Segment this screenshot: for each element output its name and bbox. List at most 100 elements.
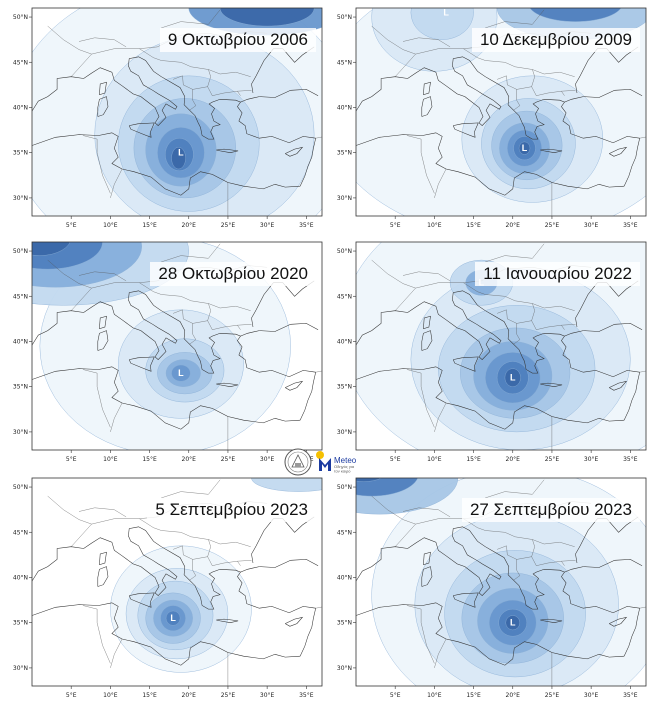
border-11 <box>402 271 451 282</box>
lat-tick-label: 30°N <box>13 429 28 436</box>
coastline-2 <box>299 608 316 657</box>
lat-tick-label: 50°N <box>337 484 352 491</box>
lon-tick-label: 30°E <box>584 456 599 463</box>
border-6 <box>463 518 535 560</box>
coastline-9 <box>259 559 319 568</box>
lon-tick-label: 15°E <box>466 692 481 699</box>
border-12 <box>161 243 221 263</box>
border-6 <box>463 282 535 324</box>
meteo-tagline-1: Οδηγός για <box>334 464 355 469</box>
lat-tick-label: 30°N <box>337 195 352 202</box>
coastline-2 <box>623 608 640 657</box>
coastline-9 <box>259 89 319 98</box>
coastline-2 <box>299 138 316 187</box>
lon-tick-label: 25°E <box>221 222 236 229</box>
border-1 <box>406 135 435 194</box>
border-2 <box>434 638 447 668</box>
coastline-6 <box>423 315 431 330</box>
lat-tick-label: 35°N <box>13 620 28 627</box>
map-frame <box>355 477 647 687</box>
border-8 <box>531 320 565 330</box>
border-2 <box>434 402 447 432</box>
low-pressure-label: L <box>443 8 449 18</box>
coastline-4 <box>452 122 479 138</box>
border-13 <box>315 370 322 373</box>
border-10 <box>561 324 576 326</box>
map-panel-1: 50°N 45°N 40°N 35°N 30°N 5°E 10°E 15°E 20°E 25°E 3… <box>6 6 326 239</box>
border-10 <box>561 90 576 92</box>
coastline-3 <box>356 56 640 143</box>
border-12 <box>485 9 545 29</box>
border-12 <box>485 479 545 499</box>
border-12 <box>161 9 221 29</box>
lon-tick-label: 25°E <box>221 456 236 463</box>
lon-tick-label: 10°E <box>427 456 442 463</box>
low-pressure-label: L <box>522 143 528 153</box>
lat-tick-label: 40°N <box>13 338 28 345</box>
contour-7 <box>165 610 181 626</box>
contour-10 <box>410 8 474 40</box>
lat-tick-label: 45°N <box>337 59 352 66</box>
coastline-4 <box>452 356 479 372</box>
lon-tick-label: 5°E <box>390 692 401 699</box>
coastline-1 <box>356 132 625 196</box>
map-panel-3: 50°N 45°N 40°N 35°N 30°N 5°E 10°E 15°E 20°E 25°E 3… <box>6 240 326 473</box>
lon-tick-label: 30°E <box>584 692 599 699</box>
lon-tick-label: 15°E <box>466 222 481 229</box>
lon-tick-label: 20°E <box>506 692 521 699</box>
map-frame <box>355 7 647 217</box>
border-1 <box>82 605 111 664</box>
border-6 <box>463 48 535 90</box>
coastline-3 <box>356 290 640 377</box>
lon-tick-label: 30°E <box>260 692 275 699</box>
lat-tick-label: 50°N <box>13 248 28 255</box>
border-7 <box>208 303 251 311</box>
lat-tick-label: 40°N <box>13 574 28 581</box>
border-10 <box>237 324 252 326</box>
border-9 <box>513 559 521 581</box>
coastline-3 <box>32 290 316 377</box>
lat-tick-label: 35°N <box>13 150 28 157</box>
border-5 <box>371 259 416 289</box>
panel-title-6: 27 Σεπτεμβρίου 2023 <box>461 498 640 522</box>
lon-tick-label: 10°E <box>103 222 118 229</box>
lat-tick-label: 35°N <box>337 150 352 157</box>
coastline-11 <box>240 330 260 337</box>
coastline-3 <box>32 56 316 143</box>
border-7 <box>532 303 575 311</box>
coastline-8 <box>285 380 304 391</box>
border-9 <box>189 323 197 345</box>
coastline-7 <box>540 382 563 387</box>
low-pressure-label: L <box>510 618 516 628</box>
lon-tick-label: 20°E <box>182 692 197 699</box>
coastline-4 <box>128 356 155 372</box>
low-pressure-label: L <box>178 148 184 158</box>
border-10 <box>237 560 252 562</box>
border-5 <box>47 25 92 55</box>
coastline-11 <box>240 96 260 103</box>
border-7 <box>208 539 251 547</box>
coastline-4 <box>128 122 155 138</box>
coastline-6 <box>423 551 431 566</box>
coastline-5 <box>421 96 433 117</box>
border-8 <box>207 320 241 330</box>
lat-tick-label: 40°N <box>13 104 28 111</box>
border-12 <box>485 243 545 263</box>
lon-tick-label: 20°E <box>506 456 521 463</box>
coastline-7 <box>216 382 239 387</box>
coastline-11 <box>564 330 584 337</box>
border-1 <box>82 135 111 194</box>
border-2 <box>434 168 447 198</box>
lat-tick-label: 50°N <box>13 484 28 491</box>
coastline-5 <box>421 566 433 587</box>
map-panel-2: 50°N 45°N 40°N 35°N 30°N 5°E 10°E 15°E 20°E 25°E 3… <box>330 6 650 239</box>
coastline-2 <box>623 372 640 421</box>
lon-tick-label: 20°E <box>182 456 197 463</box>
border-5 <box>47 259 92 289</box>
lon-tick-label: 10°E <box>427 222 442 229</box>
coastline-7 <box>540 618 563 623</box>
border-8 <box>207 86 241 96</box>
coastline-8 <box>285 146 304 157</box>
lon-tick-label: 25°E <box>221 692 236 699</box>
lat-tick-label: 45°N <box>13 59 28 66</box>
